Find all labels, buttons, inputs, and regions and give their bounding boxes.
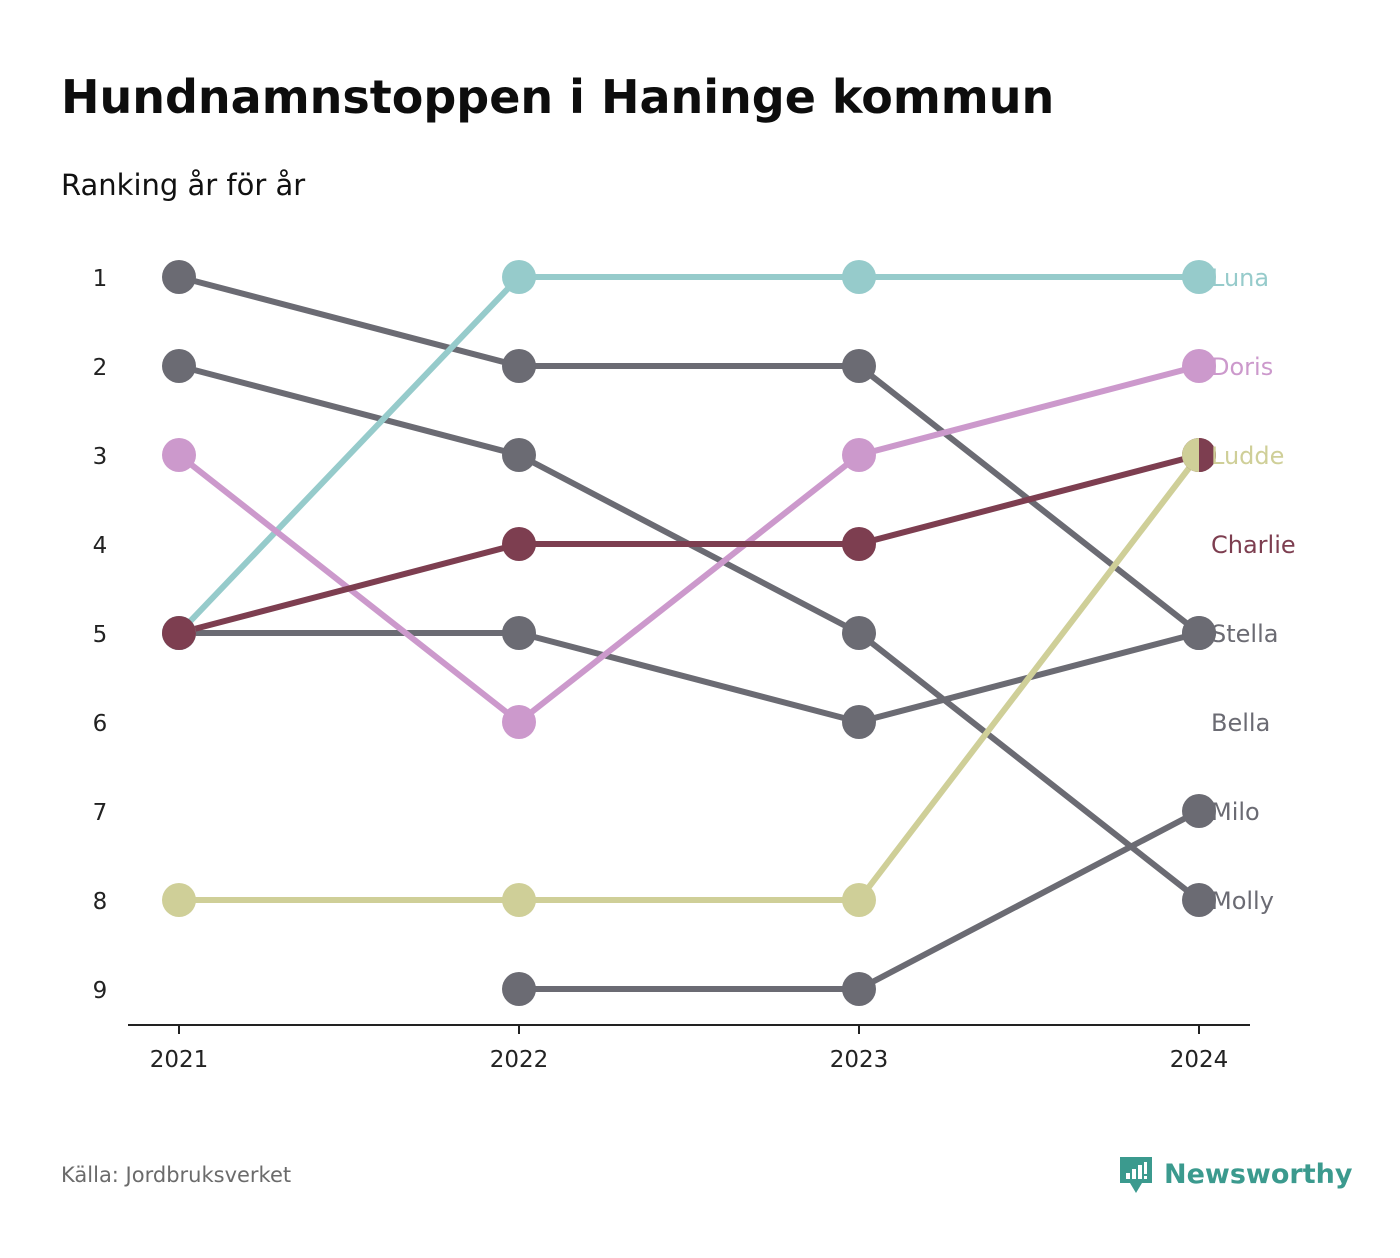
x-tick-label-2023: 2023: [830, 1047, 889, 1073]
series-label-bella: Bella: [1211, 709, 1270, 737]
series-lines: [176, 274, 1202, 992]
point-ludde-2023: [842, 883, 876, 917]
axes: 2021 2022 2023 2024 1 2 3 4 5 6 7 8 9: [93, 266, 1250, 1073]
x-tick-label-2022: 2022: [490, 1047, 549, 1073]
series-label-ludde: Ludde: [1211, 442, 1284, 470]
point-milo-2023: [842, 972, 876, 1006]
point-molly-2024: [1182, 883, 1216, 917]
point-molly-2022: [502, 438, 536, 472]
point-milo-2024: [1182, 794, 1216, 828]
y-tick-label-2: 2: [93, 355, 108, 381]
y-tick-label-8: 8: [93, 889, 108, 915]
point-bella-2022: [502, 616, 536, 650]
y-tick-label-5: 5: [93, 622, 108, 648]
point-doris-2022: [502, 705, 536, 739]
point-charlie-2023: [842, 527, 876, 561]
x-tick-label-2024: 2024: [1170, 1047, 1229, 1073]
point-doris-2023: [842, 438, 876, 472]
point-molly-2021: [162, 349, 196, 383]
point-stella-2021: [162, 260, 196, 294]
point-ludde-2021: [162, 883, 196, 917]
point-luna-2022: [502, 260, 536, 294]
series-label-doris: Doris: [1211, 353, 1273, 381]
series-line-luna: [176, 274, 1202, 636]
chart-title: Hundnamnstoppen i Haninge kommun: [61, 70, 1055, 124]
source-note: Källa: Jordbruksverket: [61, 1163, 292, 1187]
point-doris-2024: [1182, 349, 1216, 383]
series-label-milo: Milo: [1211, 798, 1260, 826]
point-charlie-2024-half: [1199, 438, 1216, 472]
point-doris-2021: [162, 438, 196, 472]
point-milo-2022: [502, 972, 536, 1006]
y-tick-label-7: 7: [93, 800, 108, 826]
y-tick-label-6: 6: [93, 711, 108, 737]
point-ludde-2024-half: [1182, 438, 1199, 472]
point-stella-2022: [502, 349, 536, 383]
point-stella-2023: [842, 349, 876, 383]
chart-subtitle: Ranking år för år: [61, 168, 306, 202]
newsworthy-logo-icon: [1120, 1157, 1152, 1193]
y-tick-label-4: 4: [93, 533, 108, 559]
series-label-molly: Molly: [1211, 887, 1274, 915]
point-charlie-2021: [162, 616, 196, 650]
brand-logo[interactable]: Newsworthy: [1118, 1153, 1352, 1195]
point-molly-2023: [842, 616, 876, 650]
point-bella-2024: [1182, 616, 1216, 650]
series-label-stella: Stella: [1211, 620, 1278, 648]
point-charlie-2022: [502, 527, 536, 561]
series-line-bella: [176, 630, 1202, 725]
brand-name: Newsworthy: [1164, 1158, 1353, 1190]
series-labels: Luna Doris Ludde Charlie Stella Bella Milo Moll…: [1211, 264, 1296, 915]
point-luna-2023: [842, 260, 876, 294]
series-label-charlie: Charlie: [1211, 531, 1296, 559]
y-tick-label-9: 9: [93, 978, 108, 1004]
series-line-stella: [176, 274, 1202, 636]
series-markers: [162, 260, 1216, 1006]
y-tick-label-1: 1: [93, 266, 108, 292]
x-tick-label-2021: 2021: [150, 1047, 209, 1073]
series-line-ludde: [176, 452, 1202, 903]
series-line-charlie: [176, 452, 1202, 636]
point-luna-2024: [1182, 260, 1216, 294]
y-tick-label-3: 3: [93, 444, 108, 470]
point-ludde-2022: [502, 883, 536, 917]
series-label-luna: Luna: [1211, 264, 1269, 292]
point-bella-2023: [842, 705, 876, 739]
